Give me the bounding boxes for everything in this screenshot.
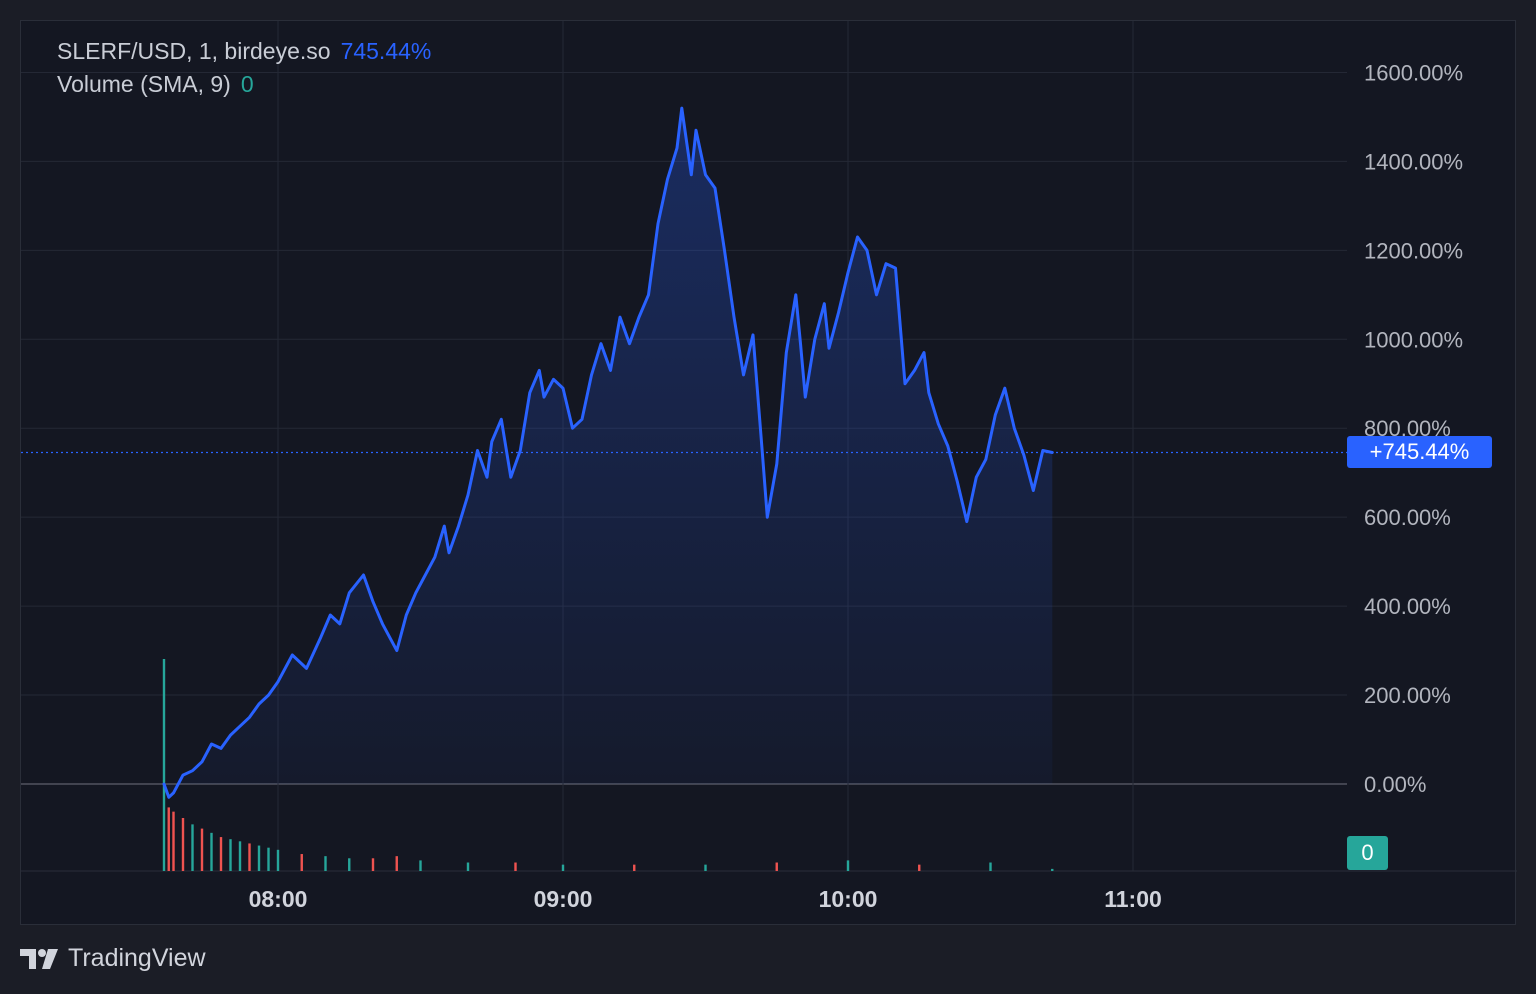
legend-symbol-value: 745.44% <box>340 38 432 64</box>
legend-volume-label: Volume (SMA, 9) <box>57 71 231 97</box>
volume-bar <box>918 864 921 871</box>
volume-bar <box>561 864 565 871</box>
volume-bar <box>1051 868 1054 871</box>
x-tick-label: 08:00 <box>249 886 308 912</box>
volume-bar <box>172 811 175 871</box>
tradingview-logo-icon <box>20 948 58 969</box>
last-price-badge: +745.44% <box>1347 436 1492 468</box>
chart-canvas[interactable]: 0.00%200.00%400.00%600.00%800.00%1000.00… <box>21 21 1517 926</box>
volume-bar <box>775 862 778 871</box>
volume-bar <box>162 659 166 871</box>
y-tick-label: 400.00% <box>1364 594 1451 619</box>
x-tick-label: 10:00 <box>819 886 878 912</box>
volume-bar <box>248 843 251 871</box>
y-tick-label: 1400.00% <box>1364 149 1463 174</box>
volume-bar <box>267 847 270 871</box>
volume-bar <box>238 841 242 871</box>
y-tick-label: 200.00% <box>1364 683 1451 708</box>
y-tick-label: 1600.00% <box>1364 60 1463 85</box>
price-area-fill <box>164 108 1053 798</box>
volume-bar <box>633 864 636 871</box>
volume-bar <box>514 862 517 871</box>
volume-bar <box>219 837 223 871</box>
volume-bar <box>200 828 204 871</box>
volume-bar <box>348 858 351 871</box>
y-tick-label: 1200.00% <box>1364 238 1463 263</box>
volume-bar <box>466 862 470 871</box>
volume-bar <box>191 824 194 871</box>
volume-bar <box>181 818 185 871</box>
volume-layer <box>162 659 1054 871</box>
volume-bar <box>324 856 327 871</box>
axis-layer: 0.00%200.00%400.00%600.00%800.00%1000.00… <box>249 60 1464 912</box>
volume-bar <box>276 849 280 871</box>
x-tick-label: 09:00 <box>534 886 593 912</box>
volume-bar <box>989 862 992 871</box>
volume-bar <box>300 854 303 871</box>
price-line <box>162 106 1054 799</box>
volume-bar <box>371 858 375 871</box>
volume-badge: 0 <box>1347 836 1388 870</box>
footer-brand-name: TradingView <box>68 944 206 972</box>
legend-symbol-row[interactable]: SLERF/USD, 1, birdeye.so 745.44% <box>57 38 431 65</box>
volume-bar <box>419 860 422 871</box>
y-tick-label: 1000.00% <box>1364 327 1463 352</box>
legend-volume-row[interactable]: Volume (SMA, 9) 0 <box>57 71 254 98</box>
volume-bar <box>395 856 398 871</box>
footer-brand[interactable]: TradingView <box>20 944 206 973</box>
chart-frame[interactable]: 0.00% 200.00% 400.00% 600.00% 800.00% 1000.00… <box>20 20 1517 926</box>
area-layer <box>21 106 1347 799</box>
volume-bar <box>229 839 232 871</box>
legend-symbol-label: SLERF/USD, 1, birdeye.so <box>57 38 331 64</box>
volume-bar <box>846 860 850 871</box>
y-tick-label: 600.00% <box>1364 505 1451 530</box>
x-tick-label: 11:00 <box>1104 886 1162 912</box>
volume-bar <box>257 845 261 871</box>
volume-bar <box>167 807 170 871</box>
legend-volume-value: 0 <box>240 71 254 97</box>
y-tick-label: 0.00% <box>1364 772 1426 797</box>
volume-bar <box>704 864 707 871</box>
volume-bar <box>210 832 213 871</box>
